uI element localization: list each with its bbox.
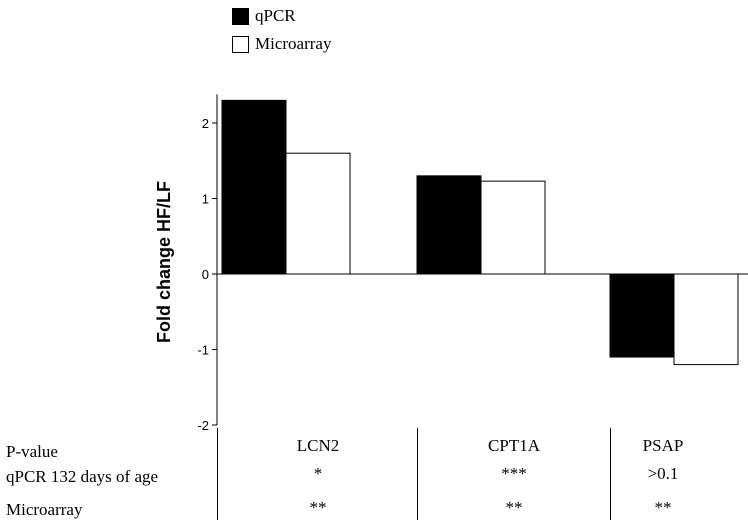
y-axis-label: Fold change HF/LF — [154, 181, 174, 343]
bar-qpcr-psap — [609, 273, 675, 358]
bar-microarray-cpt1a — [480, 180, 546, 275]
table-qpcr-cpt1a: *** — [501, 464, 527, 483]
table-gene-lcn2: LCN2 — [296, 436, 340, 455]
table-gene-cpt1a: CPT1A — [488, 436, 540, 455]
table-qpcr-lcn2: * — [313, 464, 323, 483]
bar-microarray-lcn2 — [285, 152, 351, 275]
legend-swatch-microarray — [232, 35, 249, 53]
bar-qpcr-lcn2 — [221, 99, 287, 275]
table-divider — [417, 428, 418, 520]
table-row-label-microarray: Microarray — [6, 500, 83, 519]
bar-microarray-psap — [673, 273, 739, 366]
y-tick-label: -2 — [197, 418, 209, 433]
table-divider — [217, 428, 218, 520]
legend-label-qpcr: qPCR — [255, 6, 296, 25]
legend-label-microarray: Microarray — [255, 34, 332, 53]
bar-qpcr-cpt1a — [416, 175, 482, 275]
table-row-label-pvalue: P-value — [6, 442, 58, 461]
table-microarray-cpt1a: ** — [505, 498, 523, 517]
table-row-label-qpcr: qPCR 132 days of age — [6, 467, 159, 486]
table-microarray-lcn2: ** — [309, 498, 327, 517]
legend: qPCR Microarray — [232, 4, 331, 60]
y-tick-label: -1 — [197, 343, 209, 358]
table-divider — [610, 428, 611, 520]
y-tick-label: 0 — [202, 267, 209, 282]
table-microarray-psap: ** — [654, 498, 672, 517]
y-tick-label: 2 — [202, 116, 209, 131]
table-gene-psap: PSAP — [642, 436, 684, 455]
legend-item-qpcr: qPCR — [232, 4, 331, 28]
y-tick-label: 1 — [202, 192, 209, 207]
legend-swatch-qpcr — [232, 7, 249, 25]
table-qpcr-psap: >0.1 — [647, 464, 679, 483]
legend-item-microarray: Microarray — [232, 32, 331, 56]
